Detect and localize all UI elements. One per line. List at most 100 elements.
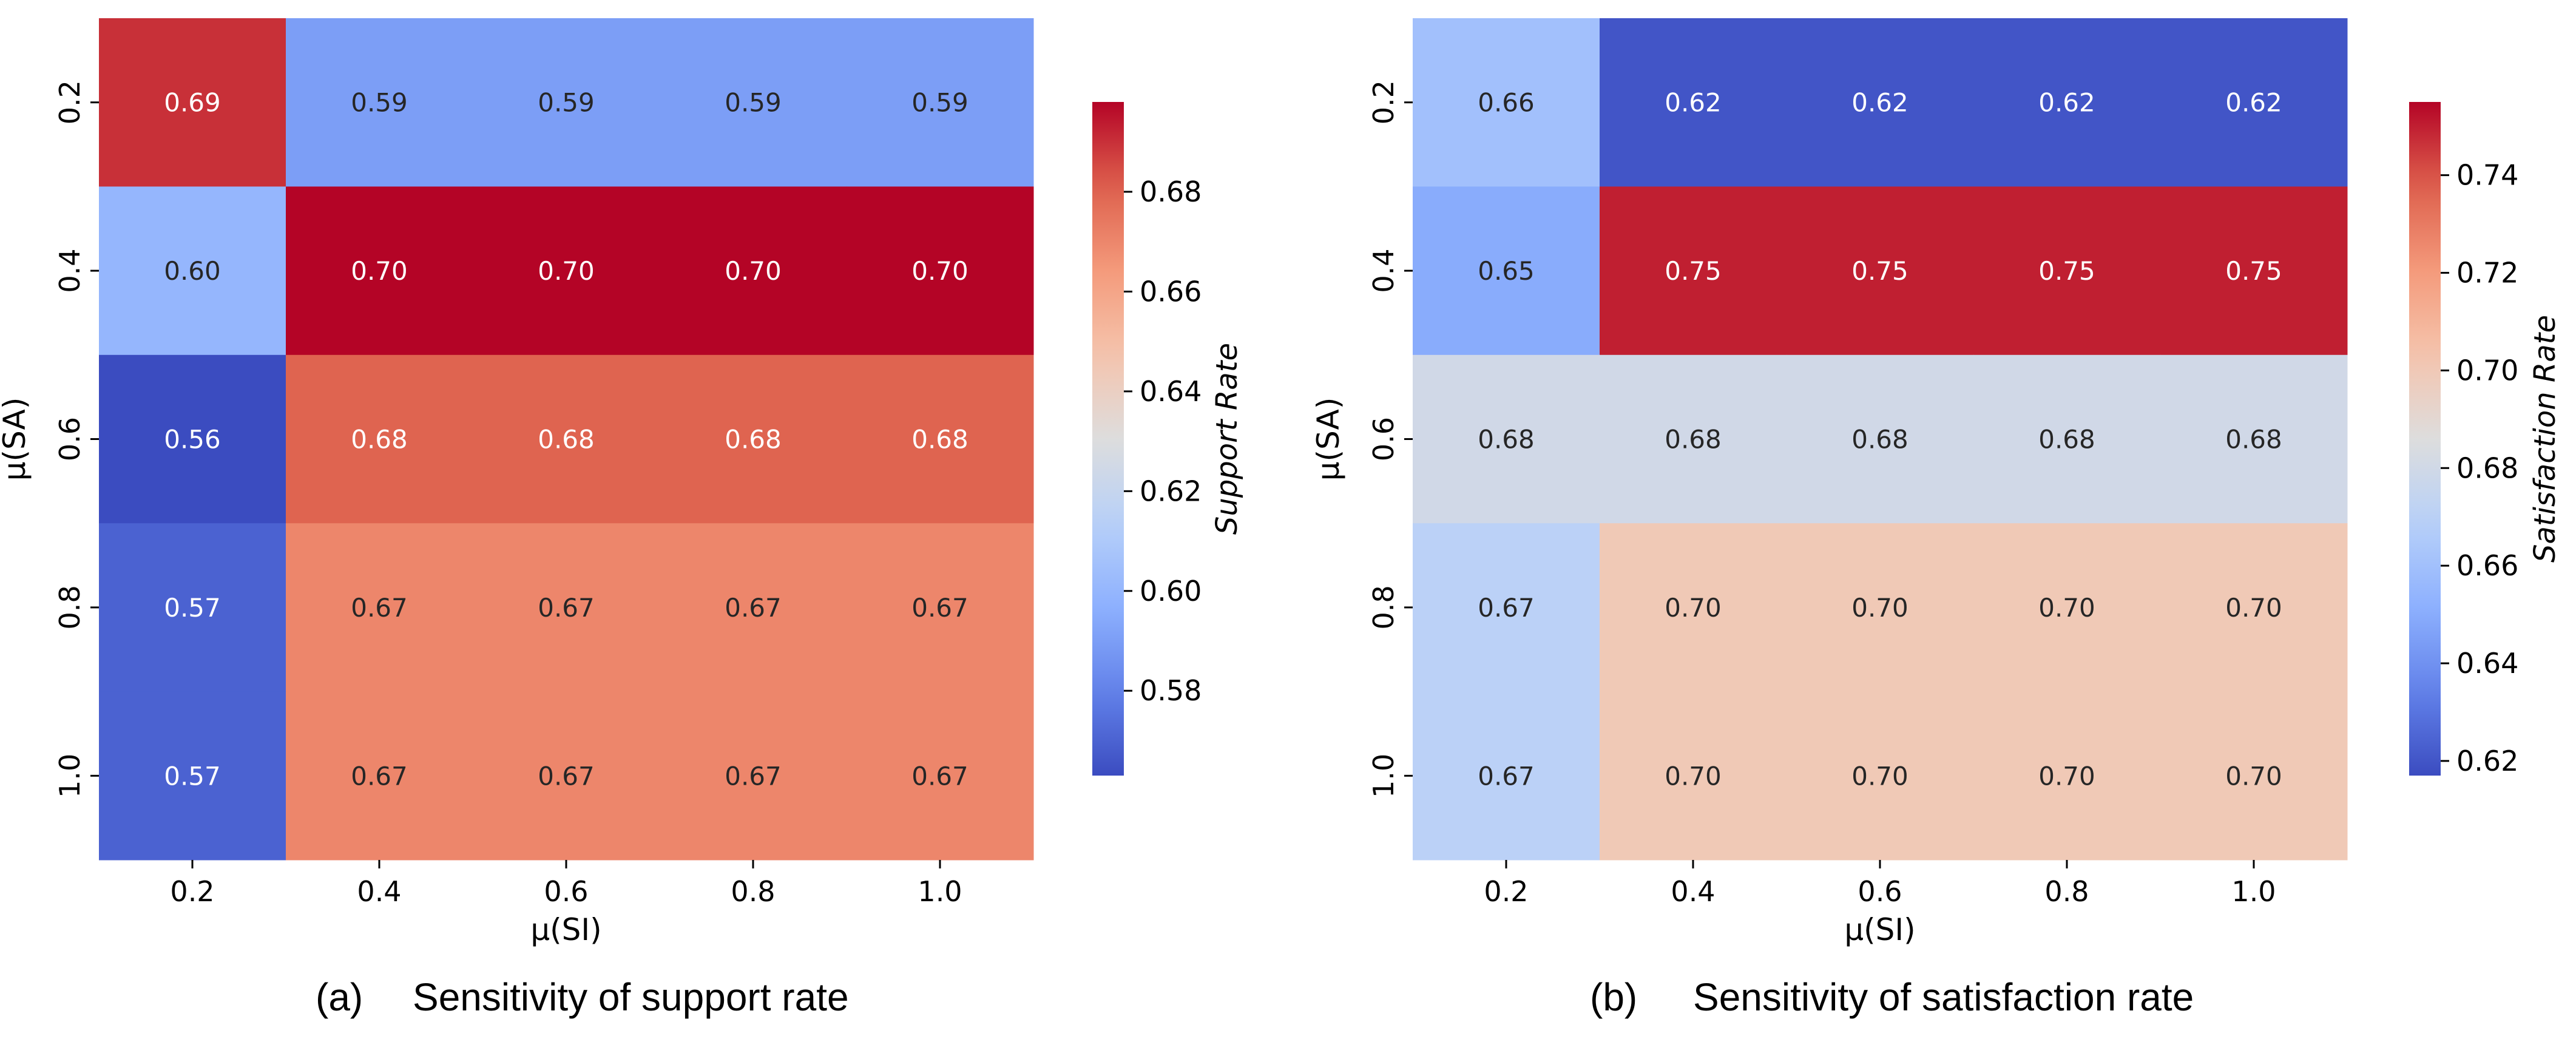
cell-value-label: 0.62 [2225, 88, 2282, 118]
heatmap-cell [1973, 354, 2161, 524]
heatmap-cell [2160, 691, 2348, 861]
y-tick-label: 1.0 [1367, 754, 1400, 798]
colorbar-tick-label: 0.72 [2456, 257, 2518, 289]
cell-value-label: 0.75 [2038, 256, 2095, 286]
cell-value-label: 0.70 [2038, 761, 2095, 791]
x-axis-title: μ(SI) [530, 912, 601, 947]
colorbar [1092, 102, 1124, 776]
heatmap-cell [286, 354, 473, 524]
cell-value-label: 0.70 [911, 256, 969, 286]
heatmap-cell [1600, 354, 1787, 524]
heatmap-cell [1973, 523, 2161, 692]
caption-label: (b) [1590, 975, 1637, 1019]
cell-value-label: 0.57 [164, 593, 221, 623]
cell-value-label: 0.56 [164, 425, 221, 455]
heatmap-cell [99, 354, 286, 524]
heatmap-cell [99, 18, 286, 187]
colorbar-tick-label: 0.66 [1140, 275, 1202, 308]
heatmap-cell [847, 186, 1034, 356]
heatmap-cell [1973, 186, 2161, 356]
heatmap-cell [847, 354, 1034, 524]
colorbar-tick-label: 0.62 [1140, 475, 1202, 507]
heatmap-cell [99, 523, 286, 692]
heatmap-cell [1413, 691, 1600, 861]
cell-value-label: 0.59 [351, 88, 408, 118]
caption-text: Sensitivity of support rate [413, 975, 849, 1019]
colorbar-tick-label: 0.60 [1140, 575, 1202, 607]
heatmap-cell [2160, 186, 2348, 356]
colorbar-tick-label: 0.66 [2456, 549, 2518, 582]
heatmap-cell [99, 691, 286, 861]
x-tick-label: 0.2 [170, 875, 214, 908]
heatmap-cell [1973, 18, 2161, 187]
cell-value-label: 0.68 [2038, 425, 2095, 455]
heatmap-cell [1787, 691, 1974, 861]
y-tick-label: 0.6 [53, 417, 86, 461]
heatmap-cell [660, 18, 847, 187]
colorbar-label: Support Rate [1210, 343, 1244, 535]
cell-value-label: 0.65 [1478, 256, 1535, 286]
cell-value-label: 0.62 [1665, 88, 1722, 118]
cell-value-label: 0.67 [538, 593, 595, 623]
cell-value-label: 0.75 [1665, 256, 1722, 286]
heatmap-cell [473, 186, 660, 356]
cell-value-label: 0.67 [351, 593, 408, 623]
heatmap-cell [473, 354, 660, 524]
x-tick-label: 0.6 [1858, 875, 1902, 908]
heatmap-cell [286, 186, 473, 356]
cell-value-label: 0.68 [911, 425, 969, 455]
cell-value-label: 0.75 [2225, 256, 2282, 286]
y-tick-label: 0.2 [53, 80, 86, 124]
cell-value-label: 0.62 [1851, 88, 1908, 118]
cell-value-label: 0.68 [2225, 425, 2282, 455]
x-tick-label: 0.8 [731, 875, 775, 908]
colorbar-tick-label: 0.58 [1140, 674, 1202, 707]
y-tick-label: 1.0 [53, 754, 86, 798]
colorbar-label: Satisfaction Rate [2528, 315, 2562, 563]
colorbar-tick-label: 0.64 [1140, 375, 1202, 408]
cell-value-label: 0.59 [725, 88, 782, 118]
heatmap-panel-a: 0.69 0.59 0.59 0.59 0.59 0.60 0.70 0.70 0.70 0.70… [0, 18, 1244, 1019]
cell-value-label: 0.70 [1851, 593, 1908, 623]
y-axis-title: μ(SA) [0, 398, 32, 481]
x-axis-title: μ(SI) [1844, 912, 1915, 947]
cell-value-label: 0.62 [2038, 88, 2095, 118]
cell-value-label: 0.70 [1665, 593, 1722, 623]
cell-value-label: 0.70 [1851, 761, 1908, 791]
cell-value-label: 0.60 [164, 256, 221, 286]
x-tick-label: 0.6 [544, 875, 588, 908]
y-tick-label: 0.8 [53, 585, 86, 629]
cell-value-label: 0.75 [1851, 256, 1908, 286]
cell-value-label: 0.70 [538, 256, 595, 286]
colorbar-tick-label: 0.70 [2456, 354, 2518, 387]
cell-value-label: 0.67 [725, 593, 782, 623]
heatmap-cell [2160, 18, 2348, 187]
heatmap-cell [1413, 186, 1600, 356]
heatmap-cell [286, 691, 473, 861]
y-tick-label: 0.4 [1367, 249, 1400, 293]
cell-value-label: 0.70 [2225, 761, 2282, 791]
y-tick-label: 0.4 [53, 249, 86, 293]
heatmap-cell [847, 18, 1034, 187]
cell-value-label: 0.67 [911, 593, 969, 623]
cell-value-label: 0.67 [1478, 593, 1535, 623]
heatmap-cell [660, 186, 847, 356]
heatmap-cell [1600, 186, 1787, 356]
caption-label: (a) [316, 975, 363, 1019]
heatmap-cell [1600, 691, 1787, 861]
heatmap-cell [2160, 354, 2348, 524]
x-tick-label: 1.0 [2231, 875, 2276, 908]
heatmap-cell [2160, 523, 2348, 692]
cell-value-label: 0.70 [1665, 761, 1722, 791]
heatmap-cell [847, 523, 1034, 692]
heatmap-cell [473, 18, 660, 187]
heatmap-cell [1973, 691, 2161, 861]
heatmap-cell [1600, 523, 1787, 692]
heatmap-cell [99, 186, 286, 356]
cell-value-label: 0.69 [164, 88, 221, 118]
x-tick-label: 0.4 [1671, 875, 1715, 908]
cell-value-label: 0.68 [538, 425, 595, 455]
heatmap-cell [286, 523, 473, 692]
cell-value-label: 0.67 [538, 761, 595, 791]
